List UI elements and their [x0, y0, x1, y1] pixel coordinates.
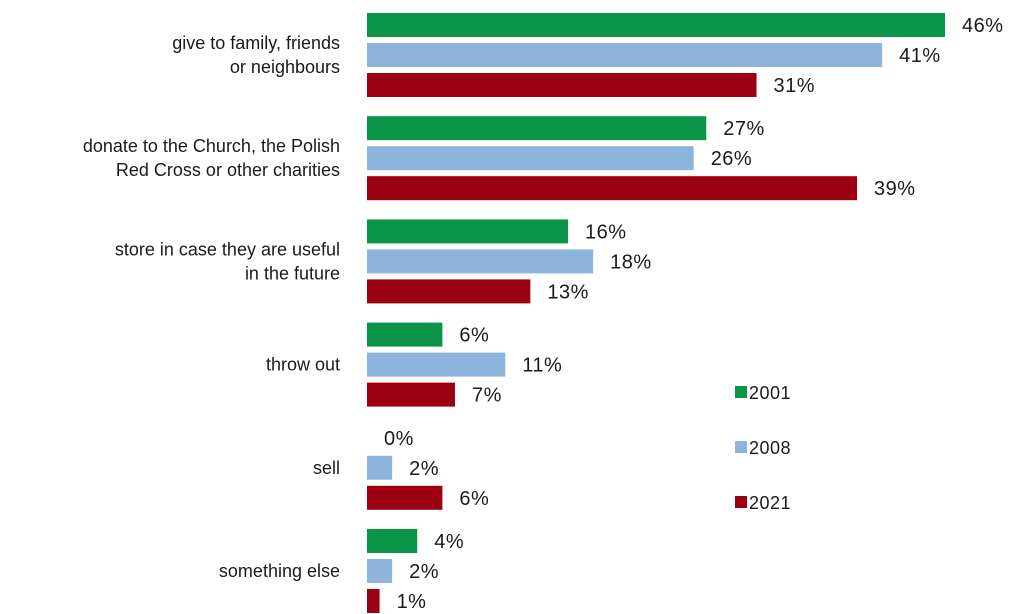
- bar-2008-sell: [367, 455, 393, 480]
- value-label-2001-sell: 0%: [384, 428, 414, 450]
- bar-2021-something-else: [367, 589, 380, 613]
- value-label-2008-throw-out: 11%: [522, 355, 562, 377]
- bar-2008-store-in-case-they-are-useful-in-the-future: [367, 249, 594, 274]
- legend-swatch-2008: [735, 441, 747, 453]
- value-label-2021-sell: 6%: [459, 488, 489, 510]
- bar-2021-throw-out: [367, 382, 455, 407]
- category-label-something-else: something else: [219, 561, 340, 581]
- category-label-store-in-case-they-are-useful-in-the-future-line-1: store in case they are useful: [115, 239, 340, 259]
- value-label-2001-store-in-case-they-are-useful-in-the-future: 16%: [585, 221, 627, 243]
- category-label-sell: sell: [313, 458, 340, 478]
- value-label-2001-throw-out: 6%: [459, 325, 489, 347]
- bar-2008-donate-to-the-church-the-polish-red-cross-or-other-charities: [367, 146, 694, 171]
- value-label-2008-store-in-case-they-are-useful-in-the-future: 18%: [610, 251, 652, 273]
- category-label-give-to-family-friends-or-neighbours-line-2: or neighbours: [230, 57, 340, 77]
- value-label-2021-store-in-case-they-are-useful-in-the-future: 13%: [547, 281, 589, 303]
- bar-2021-sell: [367, 485, 443, 510]
- bar-2008-give-to-family-friends-or-neighbours: [367, 43, 883, 67]
- value-label-2001-donate-to-the-church-the-polish-red-cross-or-other-charities: 27%: [723, 118, 765, 140]
- category-labels: give to family, friends or neighbours dona…: [83, 33, 340, 581]
- legend-label-2001: 2001: [749, 383, 791, 403]
- category-label-donate-to-the-church-the-polish-red-cross-or-other-charities-line-2: Red Cross or other charities: [116, 160, 340, 180]
- bar-2021-donate-to-the-church-the-polish-red-cross-or-other-charities: [367, 176, 858, 201]
- value-label-2008-something-else: 2%: [409, 561, 439, 583]
- value-label-2001-something-else: 4%: [434, 531, 464, 553]
- value-label-2021-donate-to-the-church-the-polish-red-cross-or-other-charities: 39%: [874, 178, 916, 200]
- data-labels: 46% 41% 31% 27% 26% 39% 16% 18% 13% 6% 11% 7% 0% 2% 6%…: [384, 15, 1004, 613]
- category-label-donate-to-the-church-the-polish-red-cross-or-other-charities-line-1: donate to the Church, the Polish: [83, 136, 340, 156]
- value-label-2021-give-to-family-friends-or-neighbours: 31%: [774, 75, 816, 97]
- bar-2021-store-in-case-they-are-useful-in-the-future: [367, 279, 531, 304]
- value-label-2008-sell: 2%: [409, 458, 439, 480]
- value-label-2008-donate-to-the-church-the-polish-red-cross-or-other-charities: 26%: [711, 148, 753, 170]
- category-label-give-to-family-friends-or-neighbours-line-1: give to family, friends: [172, 33, 340, 53]
- legend-swatch-2021: [735, 496, 747, 508]
- legend: 2001 2008 2021: [735, 383, 791, 513]
- bar-2008-something-else: [367, 559, 393, 583]
- value-label-2021-throw-out: 7%: [472, 385, 502, 407]
- bar-2001-something-else: [367, 529, 418, 553]
- bar-2001-give-to-family-friends-or-neighbours: [367, 13, 945, 37]
- legend-label-2008: 2008: [749, 438, 791, 458]
- bar-2001-store-in-case-they-are-useful-in-the-future: [367, 219, 569, 244]
- bar-2001-throw-out: [367, 322, 443, 347]
- value-label-2021-something-else: 1%: [397, 591, 427, 613]
- legend-label-2021: 2021: [749, 493, 791, 513]
- value-label-2008-give-to-family-friends-or-neighbours: 41%: [899, 45, 941, 67]
- category-label-throw-out: throw out: [266, 355, 340, 375]
- bar-series: [367, 13, 945, 613]
- bar-2008-throw-out: [367, 352, 506, 377]
- bar-2001-donate-to-the-church-the-polish-red-cross-or-other-charities: [367, 116, 707, 141]
- value-label-2001-give-to-family-friends-or-neighbours: 46%: [962, 15, 1004, 37]
- category-label-store-in-case-they-are-useful-in-the-future-line-2: in the future: [245, 263, 340, 283]
- bar-2021-give-to-family-friends-or-neighbours: [367, 73, 757, 97]
- legend-swatch-2001: [735, 386, 747, 398]
